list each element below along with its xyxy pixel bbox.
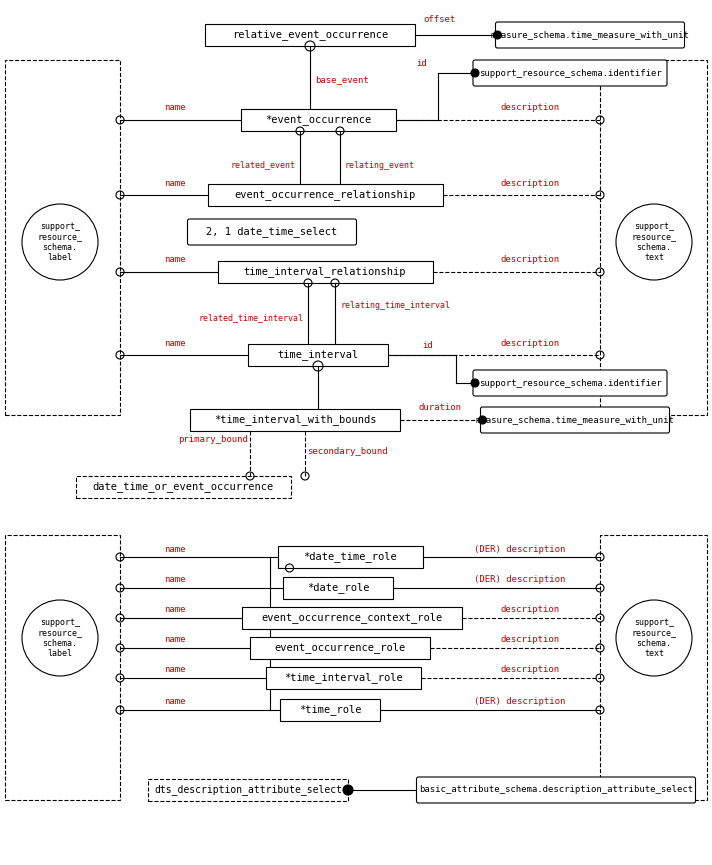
Text: support_
resource_
schema.
text: support_ resource_ schema. text [632, 222, 676, 262]
Text: relative_event_occurrence: relative_event_occurrence [232, 29, 388, 41]
Text: (DER) description: (DER) description [474, 575, 566, 585]
Text: measure_schema.time_measure_with_unit: measure_schema.time_measure_with_unit [476, 415, 674, 425]
Text: id: id [423, 342, 434, 350]
Text: related_time_interval: related_time_interval [198, 313, 303, 323]
Text: date_time_or_event_occurrence: date_time_or_event_occurrence [93, 482, 273, 492]
Text: name: name [164, 606, 186, 614]
Text: *time_role: *time_role [299, 705, 361, 715]
Text: id: id [416, 59, 426, 67]
Circle shape [493, 31, 501, 39]
Text: event_occurrence_relationship: event_occurrence_relationship [234, 189, 416, 201]
FancyBboxPatch shape [473, 60, 667, 86]
FancyBboxPatch shape [417, 777, 696, 803]
FancyBboxPatch shape [266, 667, 421, 689]
Text: time_interval: time_interval [278, 349, 359, 361]
Text: name: name [164, 636, 186, 644]
Text: relating_time_interval: relating_time_interval [340, 300, 450, 310]
Text: name: name [164, 544, 186, 554]
Text: *time_interval_with_bounds: *time_interval_with_bounds [214, 414, 376, 426]
FancyBboxPatch shape [75, 476, 290, 498]
FancyBboxPatch shape [187, 219, 357, 245]
Text: duration: duration [419, 403, 461, 413]
Text: *date_time_role: *date_time_role [303, 552, 397, 562]
Text: support_resource_schema.identifier: support_resource_schema.identifier [478, 68, 661, 78]
FancyBboxPatch shape [280, 699, 380, 721]
Text: description: description [501, 665, 560, 675]
FancyBboxPatch shape [241, 109, 395, 131]
Text: secondary_bound: secondary_bound [307, 447, 387, 457]
Text: name: name [164, 255, 186, 265]
Text: support_
resource_
schema.
label: support_ resource_ schema. label [38, 618, 83, 658]
FancyBboxPatch shape [473, 370, 667, 396]
Text: support_
resource_
schema.
label: support_ resource_ schema. label [38, 222, 83, 262]
Text: description: description [501, 636, 560, 644]
FancyBboxPatch shape [250, 637, 430, 659]
Text: related_event: related_event [230, 161, 295, 170]
Text: name: name [164, 575, 186, 585]
Text: basic_attribute_schema.description_attribute_select: basic_attribute_schema.description_attri… [419, 785, 693, 794]
Circle shape [343, 785, 353, 795]
Text: description: description [501, 606, 560, 614]
FancyBboxPatch shape [205, 24, 415, 46]
FancyBboxPatch shape [148, 779, 348, 801]
Text: dts_description_attribute_select: dts_description_attribute_select [154, 785, 342, 796]
Text: (DER) description: (DER) description [474, 697, 566, 707]
FancyBboxPatch shape [283, 577, 393, 599]
Text: time_interval_relationship: time_interval_relationship [244, 266, 407, 278]
FancyBboxPatch shape [496, 22, 684, 48]
Text: name: name [164, 665, 186, 675]
Text: measure_schema.time_measure_with_unit: measure_schema.time_measure_with_unit [491, 30, 689, 40]
Text: name: name [164, 697, 186, 707]
Text: (DER) description: (DER) description [474, 544, 566, 554]
Circle shape [471, 379, 479, 387]
FancyBboxPatch shape [217, 261, 432, 283]
Text: *event_occurrence: *event_occurrence [265, 114, 371, 125]
Text: name: name [164, 178, 186, 188]
FancyBboxPatch shape [242, 607, 462, 629]
Text: event_occurrence_role: event_occurrence_role [274, 643, 406, 653]
Text: name: name [164, 104, 186, 112]
Text: name: name [164, 338, 186, 348]
Text: description: description [501, 338, 560, 348]
Text: support_
resource_
schema.
text: support_ resource_ schema. text [632, 618, 676, 658]
Text: description: description [501, 255, 560, 265]
Text: relating_event: relating_event [345, 161, 415, 170]
Text: description: description [501, 178, 560, 188]
Circle shape [471, 69, 479, 77]
FancyBboxPatch shape [481, 407, 669, 433]
FancyBboxPatch shape [278, 546, 422, 568]
Text: event_occurrence_context_role: event_occurrence_context_role [261, 612, 443, 624]
Text: 2, 1 date_time_select: 2, 1 date_time_select [206, 227, 337, 238]
Circle shape [478, 416, 486, 424]
Text: *date_role: *date_role [307, 582, 370, 593]
FancyBboxPatch shape [248, 344, 388, 366]
Text: offset: offset [424, 16, 456, 24]
Text: primary_bound: primary_bound [178, 435, 248, 445]
Text: support_resource_schema.identifier: support_resource_schema.identifier [478, 379, 661, 388]
Text: base_event: base_event [315, 75, 369, 85]
FancyBboxPatch shape [207, 184, 442, 206]
Text: description: description [501, 104, 560, 112]
FancyBboxPatch shape [190, 409, 400, 431]
Text: *time_interval_role: *time_interval_role [283, 673, 402, 683]
